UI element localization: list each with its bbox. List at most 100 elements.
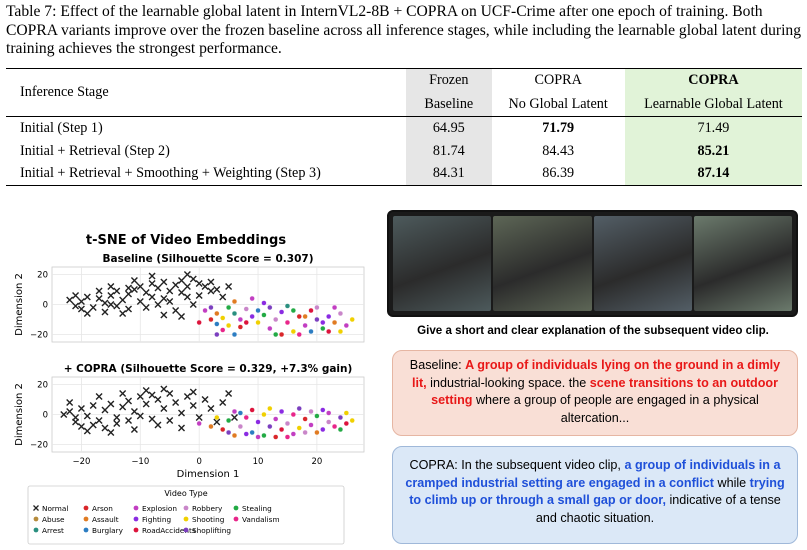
data-point-arson [208,316,214,323]
data-point-shooting [226,322,232,329]
data-point-robbery [273,316,279,323]
y-axis-label: Dimension 2 [14,273,25,336]
legend-marker [83,516,89,522]
data-point-arrest [231,310,238,317]
data-point-normal [178,289,186,296]
data-point-normal [77,405,85,412]
legend-marker [183,527,189,533]
data-point-shooting [290,328,296,335]
data-point-normal [101,406,109,414]
data-point-roadaccidents [343,420,349,427]
video-frame-1 [393,216,492,311]
data-point-normal [160,311,168,319]
legend-label-assault: Assault [92,515,119,524]
data-point-normal [166,417,174,424]
legend-marker [233,505,239,511]
data-point-normal [183,293,191,301]
data-point-normal [60,411,68,418]
data-point-normal [142,400,150,408]
data-point-robbery [314,304,320,311]
data-point-normal [95,417,103,424]
legend-marker [133,516,139,522]
data-point-shoplifting [337,414,344,421]
data-point-robbery [284,420,291,427]
data-point-normal [154,421,162,429]
data-point-stealing [314,413,320,419]
y-tick-label: 20 [37,381,48,391]
baseline-response: Baseline: A group of individuals lying o… [392,350,798,436]
data-point-normal [107,400,115,408]
legend-label-abuse: Abuse [42,515,65,524]
data-point-normal [195,414,203,421]
legend-label-vandalism: Vandalism [242,515,280,524]
data-point-burglary [231,331,238,338]
legend-marker [33,527,39,533]
data-point-normal [166,287,174,295]
data-point-normal [72,302,80,310]
legend-label-stealing: Stealing [242,504,272,513]
legend-label-shooting: Shooting [192,515,224,524]
data-point-explosion [202,307,208,314]
data-point-normal [66,296,74,304]
x-tick-label: −10 [131,457,149,467]
data-point-normal [213,418,221,426]
header-row-1: Inference Stage Frozen COPRA COPRA [6,68,802,117]
data-point-fighting [326,313,332,320]
data-point-normal [154,301,162,308]
tsne-svg: t-SNE of Video Embeddings Baseline (Silh… [14,233,365,545]
results-table: Inference Stage Frozen COPRA COPRA Basel… [6,68,802,186]
legend-label-roadaccidents: RoadAccidents [142,526,196,535]
data-point-normal [113,287,121,295]
row-stage: Initial (Step 1) [6,116,407,140]
data-point-fighting [320,407,326,413]
data-point-normal [66,408,74,415]
panel-subtitle: Baseline (Silhouette Score = 0.307) [103,253,314,265]
header-row-2: Baseline No Global Latent Learnable Glob… [6,92,802,117]
data-point-vandalism [243,414,249,421]
data-point-normal [77,298,85,305]
data-point-stealing [261,312,267,318]
data-point-shoplifting [267,423,273,430]
data-point-normal [113,302,121,310]
data-point-normal [101,308,109,316]
data-point-normal [101,299,109,307]
data-point-normal [195,280,203,287]
video-frames [387,210,798,317]
data-point-normal [189,301,197,308]
data-point-normal [183,283,191,290]
data-point-normal [189,275,197,283]
legend-marker [133,527,139,533]
legend-marker [83,527,89,533]
data-point-robbery [326,419,332,425]
data-point-fighting [279,309,285,315]
data-point-normal [213,286,221,293]
data-point-normal [125,397,133,405]
data-point-normal [172,399,180,406]
data-point-shoplifting [314,316,320,323]
row-value-frozen: 81.74 [406,139,492,163]
data-point-arson [220,426,226,433]
y-tick-label: −20 [30,331,48,341]
data-point-fighting [249,313,255,320]
baseline-text-2: where a group of people are engaged in a… [472,393,759,425]
data-point-burglary [214,321,220,327]
data-point-normal [142,387,150,394]
chart-title: t-SNE of Video Embeddings [86,233,286,248]
x-tick-label: 0 [196,457,201,467]
baseline-text-1: industrial-looking space. the [426,375,590,390]
data-point-normal [178,277,186,284]
data-point-shooting [261,411,267,418]
row-stage: Initial + Retrieval (Step 2) [20,142,170,159]
data-point-arson [237,324,243,330]
data-point-stealing [320,325,326,332]
data-point-normal [83,427,91,435]
data-point-shoplifting [267,304,273,311]
data-point-stealing [261,432,267,439]
data-point-explosion [273,416,279,422]
data-point-assault [208,423,214,430]
data-point-normal [154,284,162,292]
data-point-shooting [337,328,344,335]
copra-label: COPRA: In the subsequent video clip, [409,458,625,472]
data-point-normal [201,396,209,403]
row-value-no-latent: 71.79 [491,116,625,140]
